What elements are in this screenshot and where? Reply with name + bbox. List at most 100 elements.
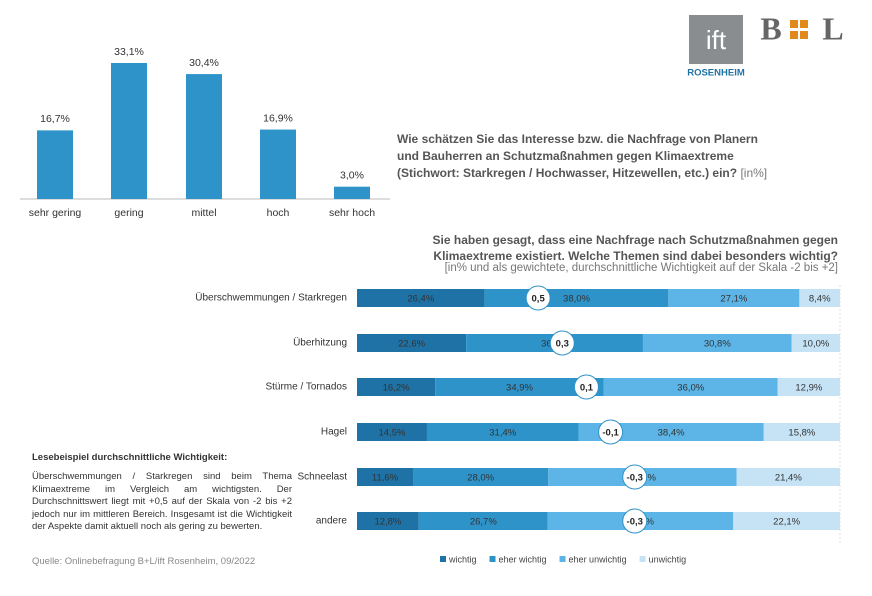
average-label: -0,1 [602,428,619,439]
bar-segment [413,468,549,486]
bar-segment [642,334,792,352]
value-label: 15,8% [788,428,815,439]
title-unit: [in%] [740,166,768,180]
y-tick-label: Überschwemmungen / Starkregen [195,292,347,304]
average-label: 0,3 [556,339,569,350]
bar-segment [357,468,414,486]
value-label: 16,7% [40,113,70,125]
bar-segment [791,334,840,352]
value-label: 21,4% [775,473,802,484]
legend-swatch [440,556,446,562]
bar-segment [736,468,840,486]
value-label: 10,0% [802,339,829,350]
bar [334,186,370,199]
legend-label: eher wichtig [499,554,547,564]
bar-segment [426,423,579,441]
average-marker [549,330,575,356]
value-label: 22,6% [398,339,425,350]
value-label: 30,8% [704,339,731,350]
bar-segment [777,378,840,396]
average-label: -0,3 [627,517,643,528]
reading-text: Überschwemmungen / Starkregen sind beim … [32,471,292,532]
value-label: 28,0% [467,473,494,484]
average-label: -0,3 [627,473,643,484]
bar-segment [357,423,427,441]
value-label: 38,0% [563,294,590,305]
bl-logo-l: L [822,10,843,46]
value-label: 36,0% [677,383,704,394]
bar [186,74,222,199]
legend-label: unwichtig [649,554,687,564]
value-label: 27,1% [720,294,747,305]
bar-segment [435,378,604,396]
y-tick-label: Überhitzung [293,337,347,349]
value-label: 34,9% [506,383,533,394]
chart-title: Wie schätzen Sie das Interesse bzw. die … [397,131,777,182]
value-label: 38,4% [658,428,685,439]
value-label: 16,9% [263,112,293,124]
value-label: 26,4% [407,294,434,305]
bar-segment [357,334,467,352]
bar-segment [799,289,840,307]
bl-logo-square [790,20,798,28]
value-label: 14,5% [379,428,406,439]
ift-logo-city: ROSENHEIM [687,68,745,79]
bar-segment [733,512,840,530]
y-tick-label: Hagel [321,427,347,438]
chart-title: Sie haben gesagt, dass eine Nachfrage na… [432,233,838,263]
average-label: 0,5 [532,294,546,305]
bar-segment [578,423,764,441]
y-tick-label: andere [316,516,348,527]
value-label: 8,4% [809,294,831,305]
bar-segment [357,512,419,530]
reading-title: Lesebeispiel durchschnittliche Wichtigke… [32,452,228,463]
x-tick-label: hoch [267,207,290,219]
bl-logo-b: B [760,10,781,46]
bar [260,129,296,199]
legend-swatch [489,556,496,562]
average-marker [622,508,648,534]
value-label: 16,2% [383,383,410,394]
source: Quelle: Onlinebefragung B+L/ift Rosenhei… [32,556,256,567]
value-label: 3,0% [340,169,364,181]
x-tick-label: gering [114,207,143,219]
average-marker [525,285,551,311]
bar-segment [418,512,548,530]
title-text: Wie schätzen Sie das Interesse bzw. die … [397,132,758,180]
value-label: 11,6% [372,473,399,484]
x-tick-label: sehr hoch [329,207,375,219]
y-tick-label: Stürme / Tornados [265,382,347,393]
value-label: 31,4% [489,428,516,439]
value-label: 30,4% [189,57,219,69]
legend-label: wichtig [448,554,477,564]
average-marker [598,419,624,445]
bl-logo-square [790,31,798,39]
value-label: 12,9% [795,383,822,394]
average-marker [622,464,648,490]
average-marker [573,374,599,400]
y-tick-label: Schneelast [298,472,348,483]
bl-logo-square [800,31,808,39]
value-label: 22,1% [773,517,800,528]
bl-logo-square [800,20,808,28]
average-label: 0,1 [580,383,594,394]
legend-swatch [639,556,646,562]
chart-subtitle: [in% und als gewichtete, durchschnittlic… [444,262,838,274]
bar-segment [668,289,800,307]
ift-logo-box [689,15,743,64]
bar-segment [763,423,840,441]
x-tick-label: mittel [191,207,216,219]
bar-segment [603,378,778,396]
x-tick-label: sehr gering [29,207,82,219]
value-label: 33,1% [114,46,144,58]
ift-logo-text: ift [706,25,727,55]
bar [37,130,73,199]
bar-segment [357,378,436,396]
bar [111,63,147,199]
value-label: 26,7% [470,517,497,528]
legend-label: eher unwichtig [569,554,627,564]
value-label: 12,8% [374,517,401,528]
bar-segment [357,289,485,307]
